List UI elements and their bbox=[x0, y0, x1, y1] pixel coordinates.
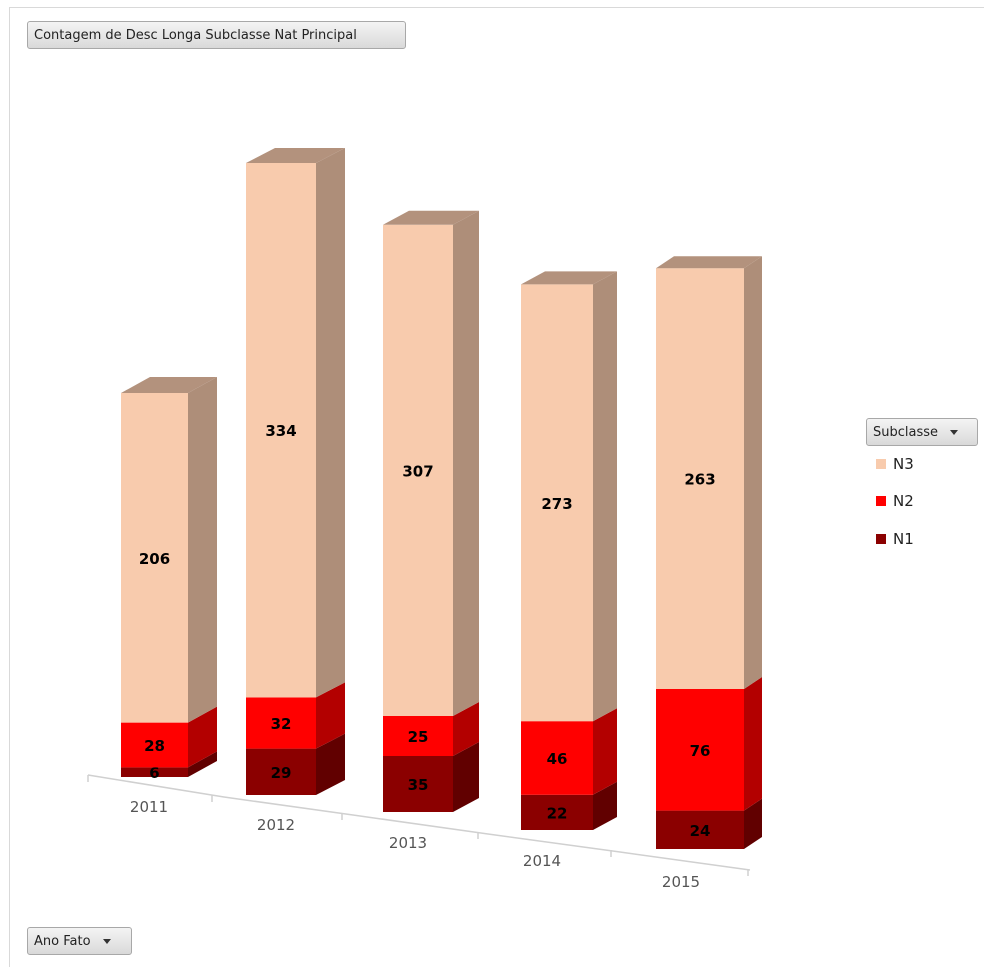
legend-field-button[interactable]: Subclasse bbox=[866, 418, 978, 446]
data-label-n1-2012: 29 bbox=[271, 764, 292, 782]
bar-side-n3-2014 bbox=[593, 271, 617, 722]
legend-item-n2: N2 bbox=[876, 492, 914, 510]
legend-label-n1: N1 bbox=[893, 530, 914, 548]
bar-side-n2-2014 bbox=[593, 708, 617, 795]
axis-field-label: Ano Fato bbox=[34, 933, 91, 949]
bar-top-2013 bbox=[383, 210, 479, 225]
values-field-label: Contagem de Desc Longa Subclasse Nat Pri… bbox=[34, 27, 357, 43]
legend-label-n2: N2 bbox=[893, 492, 914, 510]
bar-n2-2014 bbox=[521, 721, 593, 795]
bar-n2-2015 bbox=[656, 689, 744, 811]
legend-label-n3: N3 bbox=[893, 455, 914, 473]
bar-side-n1-2015 bbox=[744, 798, 762, 849]
legend-swatch-n3 bbox=[876, 459, 886, 469]
legend-item-n3: N3 bbox=[876, 455, 914, 473]
x-tick-label-2015: 2015 bbox=[662, 873, 700, 891]
x-tick-label-2012: 2012 bbox=[257, 816, 295, 834]
bar-side-n1-2011 bbox=[188, 751, 217, 777]
legend-field-label: Subclasse bbox=[873, 424, 939, 440]
bar-side-n2-2013 bbox=[453, 702, 479, 756]
bar-side-n1-2012 bbox=[316, 733, 345, 795]
legend-swatch-n2 bbox=[876, 496, 886, 506]
data-label-n3-2015: 263 bbox=[684, 471, 715, 489]
values-field-button[interactable]: Contagem de Desc Longa Subclasse Nat Pri… bbox=[27, 21, 406, 49]
data-label-n1-2015: 24 bbox=[690, 822, 711, 840]
data-label-n3-2013: 307 bbox=[402, 462, 433, 480]
axis-field-button[interactable]: Ano Fato bbox=[27, 927, 132, 955]
data-label-n2-2014: 46 bbox=[547, 750, 568, 768]
bar-top-2012 bbox=[246, 148, 345, 163]
chart-frame bbox=[9, 7, 984, 967]
bar-n3-2015 bbox=[656, 268, 744, 689]
data-label-n3-2012: 334 bbox=[265, 422, 296, 440]
x-tick-label-2013: 2013 bbox=[389, 834, 427, 852]
bar-side-n3-2013 bbox=[453, 210, 479, 717]
bar-n3-2014 bbox=[521, 284, 593, 722]
data-label-n2-2011: 28 bbox=[144, 737, 165, 755]
bar-side-n2-2011 bbox=[188, 706, 217, 768]
data-label-n1-2011: 6 bbox=[149, 764, 159, 782]
bar-top-2011 bbox=[121, 377, 217, 393]
bar-top-2015 bbox=[656, 256, 762, 269]
bar-n2-2011 bbox=[121, 722, 188, 768]
bar-side-n3-2012 bbox=[316, 148, 345, 698]
data-label-n2-2013: 25 bbox=[408, 728, 429, 746]
data-label-n2-2012: 32 bbox=[271, 715, 292, 733]
x-axis-line bbox=[87, 774, 751, 871]
legend-swatch-n1 bbox=[876, 534, 886, 544]
x-tick-label-2014: 2014 bbox=[523, 852, 561, 870]
bar-n1-2013 bbox=[383, 756, 453, 812]
bar-n3-2011 bbox=[121, 393, 188, 723]
data-label-n1-2013: 35 bbox=[408, 776, 429, 794]
bar-n1-2011 bbox=[121, 767, 188, 777]
bar-n3-2012 bbox=[246, 163, 316, 698]
bar-side-n3-2015 bbox=[744, 256, 762, 689]
bar-n1-2012 bbox=[246, 748, 316, 795]
bar-side-n2-2015 bbox=[744, 677, 762, 811]
bar-n3-2013 bbox=[383, 224, 453, 717]
data-label-n1-2014: 22 bbox=[547, 804, 568, 822]
bar-side-n3-2011 bbox=[188, 377, 217, 723]
data-label-n2-2015: 76 bbox=[690, 742, 711, 760]
x-tick-label-2011: 2011 bbox=[130, 798, 168, 816]
legend-item-n1: N1 bbox=[876, 530, 914, 548]
data-label-n3-2011: 206 bbox=[139, 550, 170, 568]
bar-n2-2012 bbox=[246, 697, 316, 749]
bar-side-n1-2013 bbox=[453, 742, 479, 812]
chevron-down-icon bbox=[950, 429, 959, 435]
data-label-n3-2014: 273 bbox=[541, 495, 572, 513]
chevron-down-icon bbox=[102, 938, 111, 944]
bar-top-2014 bbox=[521, 271, 617, 285]
bar-n2-2013 bbox=[383, 716, 453, 756]
bar-side-n2-2012 bbox=[316, 682, 345, 749]
bar-n1-2014 bbox=[521, 794, 593, 830]
bar-side-n1-2014 bbox=[593, 781, 617, 830]
bar-n1-2015 bbox=[656, 810, 744, 849]
